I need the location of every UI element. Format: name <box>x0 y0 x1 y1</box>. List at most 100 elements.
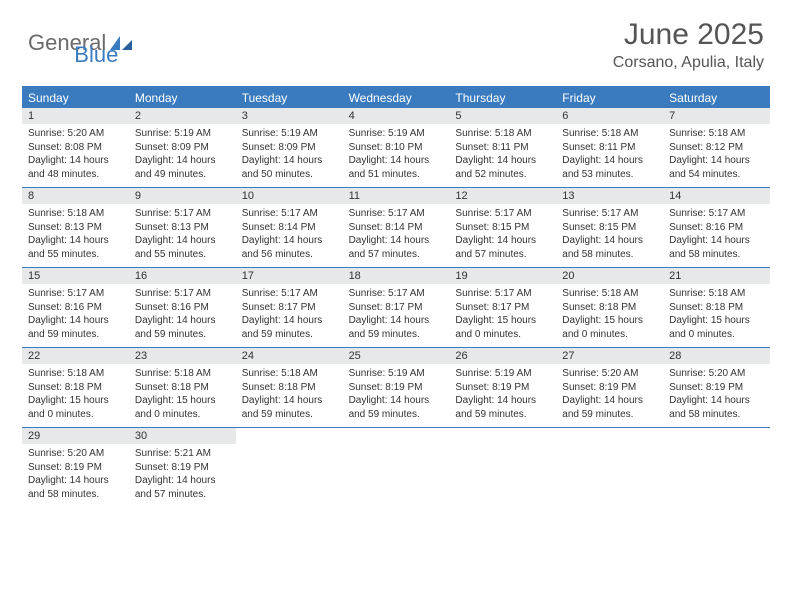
day-number: 11 <box>343 188 450 204</box>
daylight-text-1: Daylight: 14 hours <box>669 234 764 248</box>
day-cell: 24Sunrise: 5:18 AMSunset: 8:18 PMDayligh… <box>236 348 343 427</box>
daylight-text-1: Daylight: 14 hours <box>28 234 123 248</box>
dayhead-thursday: Thursday <box>449 88 556 108</box>
daylight-text-1: Daylight: 15 hours <box>455 314 550 328</box>
daylight-text-2: and 58 minutes. <box>669 248 764 262</box>
day-cell: 7Sunrise: 5:18 AMSunset: 8:12 PMDaylight… <box>663 108 770 187</box>
day-content: Sunrise: 5:17 AMSunset: 8:15 PMDaylight:… <box>449 204 556 267</box>
sunrise-text: Sunrise: 5:17 AM <box>135 207 230 221</box>
day-content: Sunrise: 5:17 AMSunset: 8:14 PMDaylight:… <box>343 204 450 267</box>
day-cell: 15Sunrise: 5:17 AMSunset: 8:16 PMDayligh… <box>22 268 129 347</box>
daylight-text-1: Daylight: 14 hours <box>242 234 337 248</box>
sunset-text: Sunset: 8:19 PM <box>135 461 230 475</box>
daylight-text-2: and 49 minutes. <box>135 168 230 182</box>
sunrise-text: Sunrise: 5:17 AM <box>562 207 657 221</box>
day-number <box>236 428 343 432</box>
day-content: Sunrise: 5:20 AMSunset: 8:08 PMDaylight:… <box>22 124 129 187</box>
sunrise-text: Sunrise: 5:19 AM <box>242 127 337 141</box>
day-cell: 16Sunrise: 5:17 AMSunset: 8:16 PMDayligh… <box>129 268 236 347</box>
sunrise-text: Sunrise: 5:17 AM <box>669 207 764 221</box>
day-number: 20 <box>556 268 663 284</box>
sunset-text: Sunset: 8:16 PM <box>669 221 764 235</box>
sunrise-text: Sunrise: 5:19 AM <box>349 127 444 141</box>
day-number: 22 <box>22 348 129 364</box>
day-content: Sunrise: 5:18 AMSunset: 8:18 PMDaylight:… <box>129 364 236 427</box>
sunset-text: Sunset: 8:19 PM <box>455 381 550 395</box>
day-number: 13 <box>556 188 663 204</box>
daylight-text-1: Daylight: 15 hours <box>562 314 657 328</box>
daylight-text-1: Daylight: 14 hours <box>242 154 337 168</box>
day-cell: 26Sunrise: 5:19 AMSunset: 8:19 PMDayligh… <box>449 348 556 427</box>
sunset-text: Sunset: 8:18 PM <box>562 301 657 315</box>
dayhead-saturday: Saturday <box>663 88 770 108</box>
day-content: Sunrise: 5:17 AMSunset: 8:16 PMDaylight:… <box>663 204 770 267</box>
sunset-text: Sunset: 8:09 PM <box>242 141 337 155</box>
sunrise-text: Sunrise: 5:18 AM <box>562 287 657 301</box>
day-number: 21 <box>663 268 770 284</box>
day-cell: 23Sunrise: 5:18 AMSunset: 8:18 PMDayligh… <box>129 348 236 427</box>
daylight-text-1: Daylight: 14 hours <box>135 154 230 168</box>
day-number: 27 <box>556 348 663 364</box>
sunrise-text: Sunrise: 5:20 AM <box>28 447 123 461</box>
day-content: Sunrise: 5:17 AMSunset: 8:16 PMDaylight:… <box>22 284 129 347</box>
sunrise-text: Sunrise: 5:17 AM <box>349 287 444 301</box>
sunrise-text: Sunrise: 5:20 AM <box>562 367 657 381</box>
daylight-text-1: Daylight: 14 hours <box>349 314 444 328</box>
sunset-text: Sunset: 8:08 PM <box>28 141 123 155</box>
sunset-text: Sunset: 8:17 PM <box>455 301 550 315</box>
day-number: 9 <box>129 188 236 204</box>
daylight-text-1: Daylight: 14 hours <box>242 314 337 328</box>
day-content: Sunrise: 5:19 AMSunset: 8:19 PMDaylight:… <box>449 364 556 427</box>
day-cell: 19Sunrise: 5:17 AMSunset: 8:17 PMDayligh… <box>449 268 556 347</box>
day-cell: 13Sunrise: 5:17 AMSunset: 8:15 PMDayligh… <box>556 188 663 267</box>
day-content: Sunrise: 5:18 AMSunset: 8:11 PMDaylight:… <box>556 124 663 187</box>
day-number: 17 <box>236 268 343 284</box>
daylight-text-1: Daylight: 14 hours <box>242 394 337 408</box>
daylight-text-2: and 59 minutes. <box>455 408 550 422</box>
calendar-week: 22Sunrise: 5:18 AMSunset: 8:18 PMDayligh… <box>22 348 770 428</box>
day-number: 29 <box>22 428 129 444</box>
sunrise-text: Sunrise: 5:17 AM <box>135 287 230 301</box>
daylight-text-2: and 56 minutes. <box>242 248 337 262</box>
sunrise-text: Sunrise: 5:18 AM <box>242 367 337 381</box>
day-cell: 9Sunrise: 5:17 AMSunset: 8:13 PMDaylight… <box>129 188 236 267</box>
sunrise-text: Sunrise: 5:18 AM <box>455 127 550 141</box>
day-number: 8 <box>22 188 129 204</box>
daylight-text-1: Daylight: 14 hours <box>455 154 550 168</box>
day-content: Sunrise: 5:17 AMSunset: 8:16 PMDaylight:… <box>129 284 236 347</box>
sunrise-text: Sunrise: 5:18 AM <box>28 207 123 221</box>
day-cell: 5Sunrise: 5:18 AMSunset: 8:11 PMDaylight… <box>449 108 556 187</box>
day-content: Sunrise: 5:20 AMSunset: 8:19 PMDaylight:… <box>663 364 770 427</box>
day-cell: 8Sunrise: 5:18 AMSunset: 8:13 PMDaylight… <box>22 188 129 267</box>
sunrise-text: Sunrise: 5:18 AM <box>135 367 230 381</box>
daylight-text-1: Daylight: 15 hours <box>28 394 123 408</box>
sunset-text: Sunset: 8:19 PM <box>28 461 123 475</box>
day-cell: 14Sunrise: 5:17 AMSunset: 8:16 PMDayligh… <box>663 188 770 267</box>
day-cell: 30Sunrise: 5:21 AMSunset: 8:19 PMDayligh… <box>129 428 236 507</box>
calendar-grid: Sunday Monday Tuesday Wednesday Thursday… <box>22 86 770 507</box>
daylight-text-1: Daylight: 14 hours <box>562 154 657 168</box>
title-block: June 2025 Corsano, Apulia, Italy <box>613 18 764 72</box>
brand-logo: General Blue <box>28 18 118 68</box>
day-cell: 2Sunrise: 5:19 AMSunset: 8:09 PMDaylight… <box>129 108 236 187</box>
sunset-text: Sunset: 8:11 PM <box>562 141 657 155</box>
sunrise-text: Sunrise: 5:17 AM <box>455 207 550 221</box>
sunset-text: Sunset: 8:13 PM <box>135 221 230 235</box>
daylight-text-2: and 58 minutes. <box>562 248 657 262</box>
sunset-text: Sunset: 8:10 PM <box>349 141 444 155</box>
sunset-text: Sunset: 8:17 PM <box>349 301 444 315</box>
day-number: 4 <box>343 108 450 124</box>
day-number: 26 <box>449 348 556 364</box>
empty-cell <box>663 428 770 507</box>
day-content: Sunrise: 5:19 AMSunset: 8:09 PMDaylight:… <box>129 124 236 187</box>
daylight-text-1: Daylight: 14 hours <box>135 314 230 328</box>
day-number: 25 <box>343 348 450 364</box>
day-cell: 12Sunrise: 5:17 AMSunset: 8:15 PMDayligh… <box>449 188 556 267</box>
sunset-text: Sunset: 8:14 PM <box>349 221 444 235</box>
daylight-text-1: Daylight: 14 hours <box>28 314 123 328</box>
sunset-text: Sunset: 8:16 PM <box>135 301 230 315</box>
daylight-text-1: Daylight: 14 hours <box>349 394 444 408</box>
daylight-text-2: and 57 minutes. <box>455 248 550 262</box>
dayhead-friday: Friday <box>556 88 663 108</box>
day-number: 1 <box>22 108 129 124</box>
